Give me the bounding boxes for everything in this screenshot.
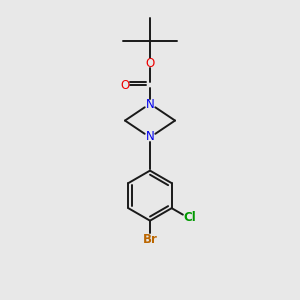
Text: O: O [120, 79, 130, 92]
Text: N: N [146, 130, 154, 143]
Text: Cl: Cl [184, 211, 197, 224]
Text: O: O [146, 57, 154, 70]
Text: Br: Br [142, 233, 158, 246]
Text: N: N [146, 98, 154, 111]
